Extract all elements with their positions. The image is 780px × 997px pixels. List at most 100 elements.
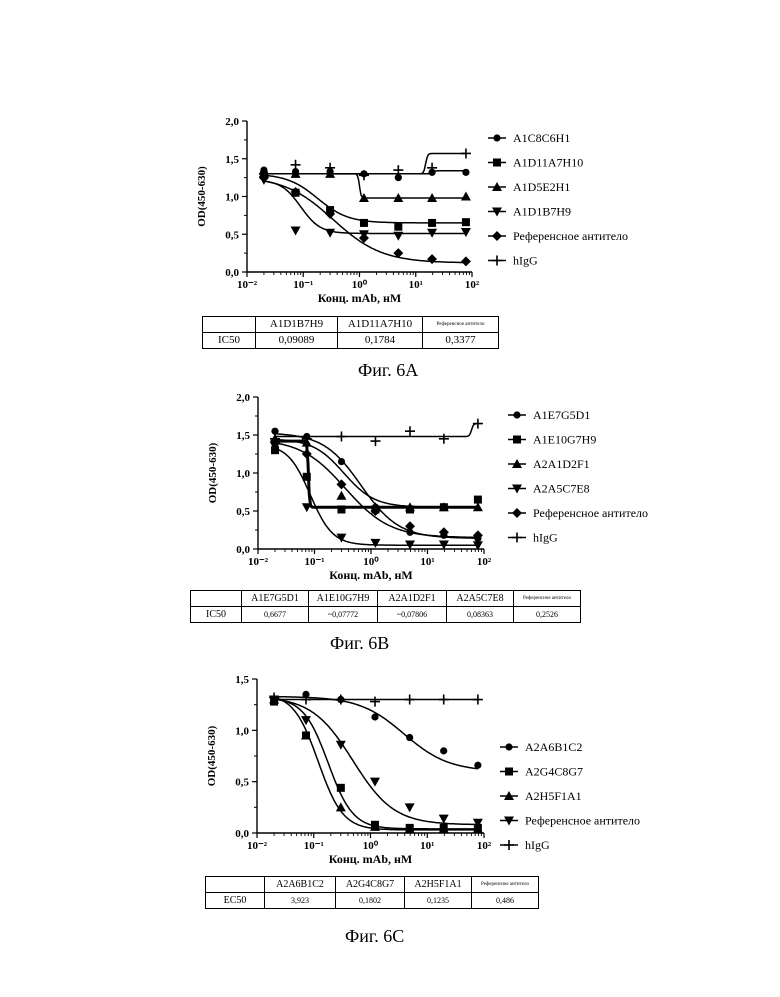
y-tick-label: 1,0 (235, 725, 249, 737)
x-tick-label: 10⁻¹ (304, 840, 324, 852)
y-axis-label: OD(450-630) (196, 166, 208, 227)
data-point (301, 695, 311, 705)
x-tick-label: 10⁻¹ (304, 556, 324, 568)
figure-caption-6b: Фиг. 6B (330, 633, 389, 654)
series-1: A2G4C8G7 (270, 698, 583, 832)
data-point (336, 491, 346, 500)
legend-label: Референсное антитело (525, 814, 640, 828)
data-point (492, 256, 502, 266)
legend-label: A2G4C8G7 (525, 765, 583, 779)
table-cell: 0,09089 (256, 333, 338, 349)
data-point (474, 762, 481, 769)
table-header-cell: A1D11A7H10 (338, 317, 423, 333)
chart-2: 0,0 0,5 1,0 1,5 10⁻² 10⁻¹ 10⁰ 10¹ 10² Конц. mAb, … (206, 674, 640, 866)
legend-label: A2A5C7E8 (533, 482, 590, 496)
series-0: A1E7G5D1 (271, 408, 590, 542)
y-tick-label: 1,0 (225, 192, 239, 204)
table-header-cell: Референсное антитело (514, 591, 581, 607)
data-point (462, 218, 470, 226)
data-point (492, 231, 502, 241)
y-tick-label: 0,5 (236, 506, 250, 518)
y-tick-label: 1,0 (236, 468, 250, 480)
table-header-cell: A1E7G5D1 (242, 591, 309, 607)
data-point (325, 229, 335, 238)
x-tick-label: 10² (465, 279, 480, 291)
x-tick-label: 10⁰ (363, 840, 379, 852)
ec50-table-6c: A2A6B1C2 A2G4C8G7 A2H5F1A1 Референсное а… (205, 876, 539, 909)
figure-caption-6c: Фиг. 6C (345, 926, 404, 947)
table-header-cell: A1D1B7H9 (256, 317, 338, 333)
legend-label: A2A1D2F1 (533, 457, 590, 471)
data-point (370, 697, 380, 707)
data-point (439, 695, 449, 705)
table-cell: 0,3377 (423, 333, 499, 349)
legend-label: hIgG (513, 254, 538, 268)
table-header-cell: A2A5C7E8 (447, 591, 514, 607)
ic50-table-6b: A1E7G5D1 A1E10G7H9 A2A1D2F1 A2A5C7E8 Реф… (190, 590, 581, 623)
data-point (512, 533, 522, 543)
series-4: Референсное антитело (270, 436, 648, 540)
legend-label: Референсное антитело (533, 506, 648, 520)
data-point (393, 232, 403, 241)
data-point (395, 174, 402, 181)
x-tick-label: 10¹ (409, 279, 423, 291)
fit-curve (275, 434, 478, 538)
data-point (440, 747, 447, 754)
data-point (359, 170, 369, 180)
data-point (370, 539, 380, 548)
y-tick-label: 0,5 (235, 777, 249, 789)
series-4: Референсное антитело (259, 173, 628, 267)
legend-label: hIgG (525, 838, 550, 852)
data-point (337, 784, 345, 792)
y-tick-label: 0,5 (225, 229, 239, 241)
legend-label: A1D5E2H1 (513, 180, 570, 194)
table-cell: 0,08363 (447, 607, 514, 623)
figure-caption-6a: Фиг. 6A (358, 360, 418, 381)
table-cell: 0,2526 (514, 607, 581, 623)
data-point (291, 226, 301, 235)
x-tick-label: 10² (477, 840, 492, 852)
legend-label: A1E7G5D1 (533, 408, 590, 422)
x-tick-label: 10¹ (420, 840, 434, 852)
data-point (271, 428, 278, 435)
data-point (291, 160, 301, 170)
data-point (461, 148, 471, 158)
data-point (505, 743, 512, 750)
fit-curve (275, 448, 478, 545)
data-point (302, 503, 312, 512)
series-1: A1E10G7H9 (271, 433, 596, 514)
data-point (394, 223, 402, 231)
table-cell: 0,486 (472, 893, 539, 909)
data-point (338, 458, 345, 465)
data-point (505, 768, 513, 776)
data-point (360, 219, 368, 227)
table-cell: 0,1802 (336, 893, 405, 909)
data-point (461, 228, 471, 237)
x-tick-label: 10⁻² (237, 279, 258, 291)
table-cell: 0,1784 (338, 333, 423, 349)
data-point (473, 695, 483, 705)
y-tick-label: 0,0 (235, 828, 249, 840)
data-point (336, 432, 346, 442)
table-row-label: IC50 (203, 333, 256, 349)
table-header-cell: A2A1D2F1 (378, 591, 447, 607)
x-axis-label: Конц. mAb, нМ (318, 291, 402, 305)
y-axis-label: OD(450-630) (206, 725, 218, 786)
table-header-cell: A1E10G7H9 (309, 591, 378, 607)
y-tick-label: 2,0 (225, 116, 239, 128)
x-tick-label: 10⁻² (247, 840, 268, 852)
data-point (370, 778, 380, 787)
data-point (405, 803, 415, 812)
data-point (428, 219, 436, 227)
y-tick-label: 1,5 (225, 154, 239, 166)
data-point (337, 505, 345, 513)
x-axis-label: Конц. mAb, нМ (329, 568, 413, 582)
data-point (405, 695, 415, 705)
x-axis-label: Конц. mAb, нМ (329, 852, 413, 866)
legend-label: hIgG (533, 531, 558, 545)
table-header-cell: A2A6B1C2 (265, 877, 336, 893)
legend-label: A1E10G7H9 (533, 433, 596, 447)
figure-canvas: 0,0 0,5 1,0 1,5 2,0 10⁻² 10⁻¹ 10⁰ 10¹ 10² Конц. mA… (0, 0, 780, 997)
y-tick-label: 1,5 (235, 674, 249, 686)
data-point (461, 256, 471, 266)
